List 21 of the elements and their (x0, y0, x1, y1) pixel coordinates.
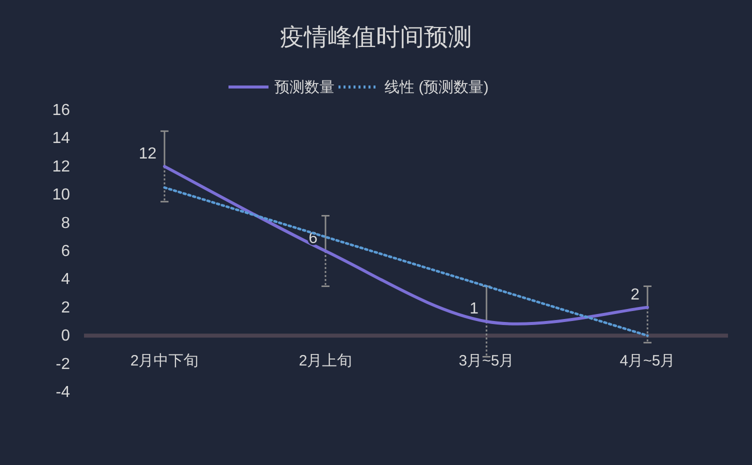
data-label: 1 (470, 300, 479, 318)
y-tick-label: -2 (56, 356, 70, 373)
y-tick-label: 10 (52, 186, 70, 204)
x-tick-label: 2月上旬 (298, 352, 352, 370)
legend-label: 线性 (预测数量) (384, 79, 489, 96)
y-tick-label: -4 (56, 384, 70, 401)
y-tick-label: 14 (52, 130, 70, 148)
y-tick-label: 6 (61, 243, 70, 260)
y-tick-label: 16 (52, 102, 70, 119)
y-tick-label: 4 (61, 271, 70, 288)
x-tick-label: 2月中下旬 (130, 352, 199, 370)
x-tick-label: 4月~5月 (620, 352, 676, 370)
y-tick-label: 8 (61, 214, 70, 232)
x-tick-label: 3月~5月 (458, 352, 514, 370)
legend-label: 预测数量 (274, 79, 334, 96)
y-tick-label: 2 (61, 299, 70, 316)
data-label: 2 (630, 286, 640, 304)
data-label: 12 (138, 145, 157, 162)
y-tick-label: 0 (61, 328, 70, 345)
y-tick-label: 12 (52, 158, 70, 176)
title: 疫情峰值时间预测 (280, 24, 472, 51)
